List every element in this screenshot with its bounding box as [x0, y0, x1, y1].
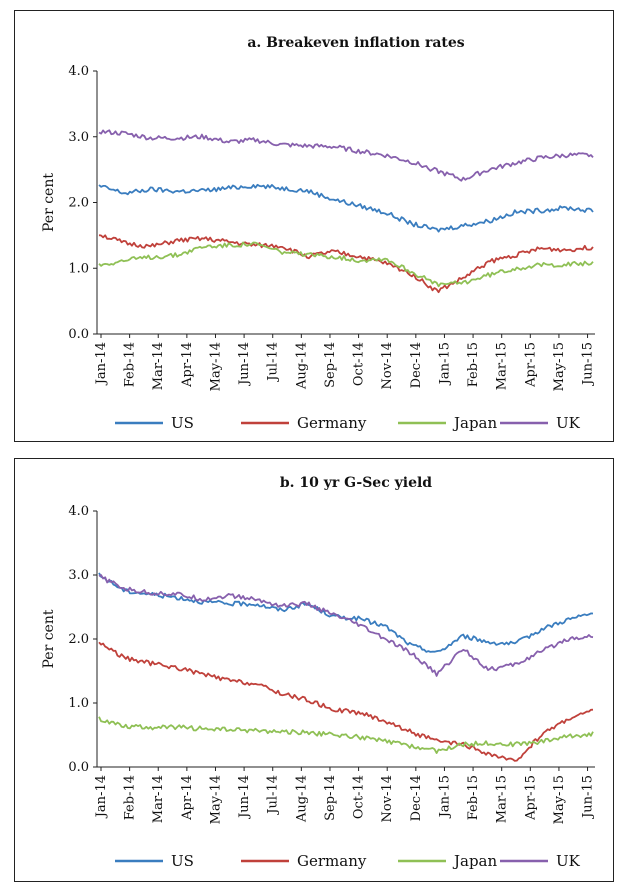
chart-1-x-tick-label: Feb-14: [123, 342, 138, 387]
chart-2-x-tick-label: Aug-14: [294, 775, 309, 823]
chart-2-x-tick-label: Nov-14: [380, 775, 395, 822]
chart-1-x-tick-label: Dec-14: [409, 342, 424, 388]
chart-1-x-tick-label: Mar-15: [495, 342, 510, 390]
chart-1-title: a. Breakeven inflation rates: [247, 35, 464, 51]
chart-2-x-tick-label: Jan-14: [94, 775, 109, 819]
chart-2-x-tick-label: Apr-14: [180, 775, 195, 821]
chart-2-x-tick-label: Dec-14: [409, 775, 424, 821]
chart-1-y-axis-label: Per cent: [41, 173, 57, 232]
chart-1-x-tick-label: Sep-14: [323, 342, 338, 388]
chart-2-x-tick-label: Jul-14: [266, 775, 281, 816]
chart-2-legend-label-us: US: [171, 852, 194, 870]
chart-1-y-tick-label: 3.0: [68, 130, 89, 145]
chart-1-series-us-line: [98, 183, 594, 233]
chart-1-legend-label-germany: Germany: [297, 414, 367, 432]
chart-1-y-tick-label: 1.0: [68, 261, 89, 276]
chart-2-x-tick-label: May-15: [552, 775, 567, 824]
chart-2-y-tick-label: 3.0: [68, 568, 89, 583]
chart-1-x-tick-label: Oct-14: [352, 342, 367, 386]
chart-1-legend-label-uk: UK: [556, 414, 581, 432]
chart-2-series-us-line: [98, 572, 594, 653]
chart-1-x-tick-label: Jun-15: [581, 342, 596, 387]
chart-2-y-tick-label: 1.0: [68, 696, 89, 711]
chart-1-series-japan-line: [98, 241, 594, 288]
chart-1-x-tick-label: Jul-14: [266, 342, 281, 383]
chart-1-series-uk-line: [98, 129, 594, 182]
chart-1-x-tick-label: Mar-14: [151, 342, 166, 390]
chart-panel-breakeven: a. Breakeven inflation rates Per cent 0.0 1…: [14, 10, 614, 442]
chart-2-x-tick-label: Jan-15: [437, 775, 452, 819]
chart-2-legend-label-uk: UK: [556, 852, 581, 870]
chart-2-x-tick-label: Oct-14: [352, 775, 367, 819]
chart-1-x-tick-label: Feb-15: [466, 342, 481, 387]
chart-2-title: b. 10 yr G-Sec yield: [280, 475, 432, 491]
chart-2-y-tick-label: 0.0: [68, 760, 89, 775]
chart-2-x-tick-label: Feb-14: [123, 775, 138, 820]
chart-1-legend-label-japan: Japan: [452, 414, 498, 432]
chart-1-y-tick-label: 2.0: [68, 196, 89, 211]
chart-2-series-uk-line: [98, 574, 594, 677]
chart-2-x-tick-label: Mar-14: [151, 775, 166, 823]
chart-1-series-germany-line: [98, 234, 594, 294]
chart-2-legend-label-germany: Germany: [297, 852, 367, 870]
chart-2-series-germany-line: [98, 641, 594, 762]
chart-2-x-tick-label: Sep-14: [323, 775, 338, 821]
chart-1-x-tick-label: Apr-14: [180, 342, 195, 388]
chart-2-x-tick-label: May-14: [208, 775, 223, 824]
chart-1-y-tick-label: 0.0: [68, 327, 89, 342]
chart-1-x-tick-label: Apr-15: [523, 342, 538, 388]
chart-2-y-axis-label: Per cent: [41, 609, 57, 668]
chart-2-x-tick-label: Mar-15: [495, 775, 510, 823]
chart-1-x-tick-label: Jun-14: [237, 342, 252, 387]
chart-2-x-tick-label: Jun-14: [237, 775, 252, 820]
chart-1-legend-label-us: US: [171, 414, 194, 432]
chart-2-y-tick-label: 2.0: [68, 632, 89, 647]
chart-1-x-tick-label: Aug-14: [294, 342, 309, 390]
chart-1-x-tick-label: Nov-14: [380, 342, 395, 389]
chart-2-y-tick-label: 4.0: [68, 504, 89, 519]
chart-panel-gsec-yield: b. 10 yr G-Sec yield Per cent 0.0 1.0 2.0 3.0…: [14, 458, 614, 882]
chart-breakeven-inflation: a. Breakeven inflation rates Per cent 0.0 1…: [41, 35, 596, 432]
chart-1-x-tick-label: May-15: [552, 342, 567, 391]
chart-2-x-tick-label: Feb-15: [466, 775, 481, 820]
chart-1-y-tick-label: 4.0: [68, 64, 89, 79]
chart-1-x-tick-label: Jan-14: [94, 342, 109, 386]
chart-1-x-tick-label: Jan-15: [437, 342, 452, 386]
chart-2-x-tick-label: Apr-15: [523, 775, 538, 821]
chart-gsec-yield: b. 10 yr G-Sec yield Per cent 0.0 1.0 2.0 3.0…: [41, 475, 596, 870]
chart-1-x-tick-label: May-14: [208, 342, 223, 391]
chart-2-legend-label-japan: Japan: [452, 852, 498, 870]
chart-2-series-japan-line: [98, 716, 594, 755]
chart-2-x-tick-label: Jun-15: [581, 775, 596, 820]
